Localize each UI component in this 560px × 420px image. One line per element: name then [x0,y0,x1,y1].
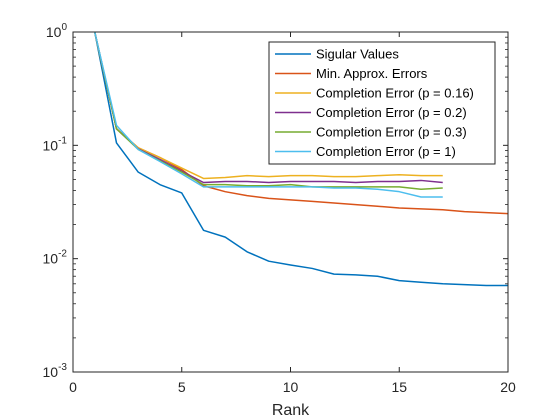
legend: Sigular Values Min. Approx. Errors Complet… [268,41,496,165]
series-lines [94,31,509,287]
legend-entry-label: Sigular Values [316,47,399,62]
legend-entry-label: Completion Error (p = 0.16) [316,86,474,101]
legend-box [268,41,496,165]
x-axis-title: Rank [272,402,310,419]
x-tick-label: 10 [283,379,299,395]
series-line-4 [94,31,443,184]
legend-entry-label: Min. Approx. Errors [316,66,428,81]
series-line-1 [94,31,508,287]
x-tick-label: 15 [391,379,407,395]
x-tick-label: 20 [500,379,516,395]
series-line-6 [94,31,443,198]
axes [72,31,509,373]
legend-entry-label: Completion Error (p = 0.3) [316,125,467,140]
legend-entry-label: Completion Error (p = 1) [316,144,456,159]
x-tick-label: 0 [69,379,77,395]
x-tick-label: 5 [178,379,186,395]
series-line-3 [94,31,443,180]
legend-entry-label: Completion Error (p = 0.2) [316,105,467,120]
